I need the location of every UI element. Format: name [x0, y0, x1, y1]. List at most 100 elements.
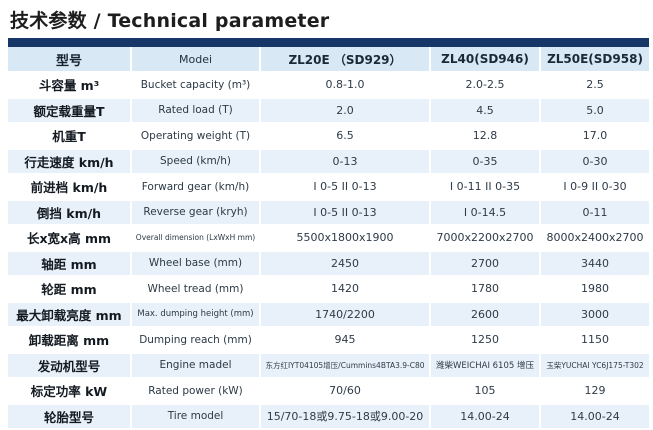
row-label-en: Rated power (kW): [132, 379, 259, 403]
header-model-label-en: Modei: [132, 47, 259, 71]
cell-text: I 0-5 II 0-13: [313, 180, 377, 194]
cell-text: 1980: [581, 282, 609, 296]
cell-value: 15/70-18或9.75-18或9.00-20: [261, 404, 429, 428]
row-label-cn: 额定载重量T: [8, 98, 130, 122]
row-label-en: Rated load (T): [132, 98, 259, 122]
row-label-en: Operating weight (T): [132, 124, 259, 148]
cell-text: Wheel base (mm): [148, 257, 243, 270]
cell-value: 7000x2200x2700: [431, 226, 539, 250]
cell-text: 5500x1800x1900: [296, 231, 394, 245]
cell-value: 14.00-24: [541, 404, 649, 428]
header-text: ZL40(SD946): [441, 52, 529, 66]
cell-value: 1780: [431, 277, 539, 301]
cell-text: 14.00-24: [460, 409, 510, 423]
row-label-cn: 前进档 km/h: [8, 175, 130, 199]
cell-text: 2450: [331, 256, 359, 270]
cell-text: Tire model: [167, 410, 224, 423]
cell-text: Bucket capacity (m³): [140, 78, 251, 91]
cell-text: 105: [474, 384, 496, 398]
row-label-cn: 斗容量 m³: [8, 73, 130, 97]
cell-text: 0-13: [332, 154, 358, 168]
cell-value: 6.5: [261, 124, 429, 148]
row-label-cn: 发动机型号: [8, 353, 130, 377]
header-text: ZL50E(SD958): [547, 52, 643, 66]
cell-text: I 0-14.5: [463, 205, 507, 219]
cell-text: 标定功率 kW: [30, 384, 108, 400]
cell-text: Dumping reach (mm): [139, 333, 252, 346]
cell-value: I 0-9 II 0-30: [541, 175, 649, 199]
cell-value: 2450: [261, 251, 429, 275]
row-label-cn: 最大卸载亮度 mm: [8, 302, 130, 326]
row-label-cn: 标定功率 kW: [8, 379, 130, 403]
cell-value: 14.00-24: [431, 404, 539, 428]
row-label-en: Forward gear (km/h): [132, 175, 259, 199]
cell-text: 倒挡 km/h: [36, 205, 102, 221]
cell-value: 17.0: [541, 124, 649, 148]
row-label-en: Wheel tread (mm): [132, 277, 259, 301]
cell-value: I 0-14.5: [431, 200, 539, 224]
cell-text: 长x宽x高 mm: [26, 231, 112, 247]
cell-value: 3000: [541, 302, 649, 326]
cell-text: 17.0: [582, 129, 608, 143]
cell-text: 1740/2200: [315, 307, 375, 321]
cell-text: Rated load (T): [158, 104, 233, 117]
header-model-zl40: ZL40(SD946): [431, 47, 539, 71]
cell-text: 3000: [581, 307, 609, 321]
cell-text: 2600: [471, 307, 499, 321]
cell-value: 12.8: [431, 124, 539, 148]
cell-value: 1740/2200: [261, 302, 429, 326]
cell-text: 12.8: [472, 129, 498, 143]
row-label-en: Dumping reach (mm): [132, 328, 259, 352]
cell-text: 行走速度 km/h: [24, 154, 114, 170]
row-label-cn: 轮距 mm: [8, 277, 130, 301]
cell-value: I 0-11 II 0-35: [431, 175, 539, 199]
row-label-cn: 倒挡 km/h: [8, 200, 130, 224]
cell-text: 2700: [471, 256, 499, 270]
header-text: Modei: [178, 52, 213, 66]
header-model-zl50e: ZL50E(SD958): [541, 47, 649, 71]
cell-text: 14.00-24: [570, 409, 620, 423]
cell-text: 2.5: [586, 78, 604, 92]
cell-value: 玉柴YUCHAI YC6J175-T302: [541, 353, 649, 377]
cell-text: 0.8-1.0: [325, 78, 365, 92]
cell-value: 2.0: [261, 98, 429, 122]
cell-text: 0-35: [472, 154, 498, 168]
row-label-cn: 卸载距离 mm: [8, 328, 130, 352]
cell-text: 0-30: [582, 154, 608, 168]
cell-text: 玉柴YUCHAI YC6J175-T302: [546, 360, 644, 370]
cell-text: 4.5: [476, 103, 494, 117]
cell-text: I 0-5 II 0-13: [313, 205, 377, 219]
row-label-cn: 轴距 mm: [8, 251, 130, 275]
cell-text: 8000x2400x2700: [546, 231, 644, 245]
cell-text: 70/60: [329, 384, 361, 398]
cell-text: 1420: [331, 282, 359, 296]
cell-text: 945: [334, 333, 356, 347]
cell-text: 6.5: [336, 129, 354, 143]
cell-value: 2.0-2.5: [431, 73, 539, 97]
cell-text: 0-11: [582, 205, 608, 219]
table-grid: 型号 Modei ZL20E （SD929） ZL40(SD946) ZL50E…: [8, 47, 649, 428]
row-label-en: Speed (km/h): [132, 149, 259, 173]
header-text: 型号: [55, 53, 82, 69]
cell-text: Forward gear (km/h): [141, 180, 250, 193]
cell-value: 1150: [541, 328, 649, 352]
cell-text: 卸载距离 mm: [28, 333, 110, 349]
cell-value: 0-35: [431, 149, 539, 173]
cell-text: 2.0-2.5: [465, 78, 505, 92]
cell-value: 潍柴WEICHAI 6105 增压: [431, 353, 539, 377]
cell-value: 0-30: [541, 149, 649, 173]
cell-text: 前进档 km/h: [30, 180, 108, 196]
cell-text: 1150: [581, 333, 609, 347]
cell-value: 1980: [541, 277, 649, 301]
cell-text: 额定载重量T: [33, 103, 105, 119]
cell-value: 4.5: [431, 98, 539, 122]
cell-text: 发动机型号: [37, 358, 101, 374]
cell-value: 105: [431, 379, 539, 403]
row-label-en: Overall dimension (LxWxH mm): [132, 226, 259, 250]
cell-text: Operating weight (T): [140, 129, 251, 142]
cell-value: 5.0: [541, 98, 649, 122]
cell-text: 1250: [471, 333, 499, 347]
cell-text: 7000x2200x2700: [436, 231, 534, 245]
cell-value: 2700: [431, 251, 539, 275]
header-text: ZL20E （SD929）: [288, 52, 402, 67]
